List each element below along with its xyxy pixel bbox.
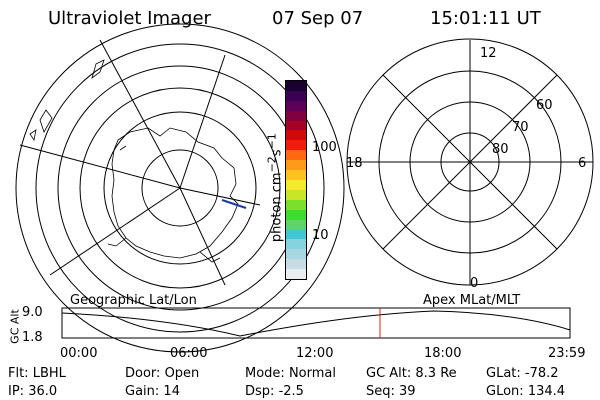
colorbar-segment [286,209,306,220]
flt-status: Flt: LBHL [8,366,66,381]
colorbar-segment [286,150,306,161]
colorbar [285,80,307,280]
colorbar-segment [286,259,306,270]
colorbar-segment [286,229,306,240]
altitude-plot [61,307,571,339]
colorbar-segment [286,269,306,279]
x-tick-2359: 23:59 [548,346,586,361]
colorbar-tick-10: 10 [312,228,329,243]
colorbar-segment [286,110,306,121]
apex-caption: Apex MLat/MLT [423,293,521,308]
mlt-label-12: 12 [480,46,497,61]
glat-status: GLat: -78.2 [486,366,559,381]
colorbar-segment [286,249,306,260]
colorbar-segment [286,120,306,131]
x-tick-1200: 12:00 [296,346,334,361]
mlat-label-80: 80 [492,142,509,157]
mlat-label-70: 70 [512,120,529,135]
x-tick-1800: 18:00 [424,346,462,361]
colorbar-segment [286,100,306,111]
date-label: 07 Sep 07 [272,8,364,29]
colorbar-segment [286,199,306,210]
altitude-y-top: 9.0 [22,305,43,320]
geo-caption: Geographic Lat/Lon [70,293,197,308]
x-tick-0600: 06:00 [170,346,208,361]
apex-polar-plot [346,38,594,286]
seq-status: Seq: 39 [366,384,416,399]
mlt-label-0: 0 [470,276,479,291]
colorbar-segment [286,219,306,230]
colorbar-segment [286,189,306,200]
gcalt-status: GC Alt: 8.3 Re [366,366,457,381]
mlt-label-18: 18 [346,156,363,171]
mlt-label-6: 6 [578,156,587,171]
x-tick-0000: 00:00 [60,346,98,361]
mode-status: Mode: Normal [245,366,336,381]
mlat-label-60: 60 [536,98,553,113]
instrument-title: Ultraviolet Imager [48,8,211,29]
colorbar-segment [286,140,306,151]
door-status: Door: Open [125,366,200,381]
time-label: 15:01:11 UT [430,8,541,29]
colorbar-segment [286,80,306,91]
colorbar-tick-100: 100 [312,140,337,155]
colorbar-segment [286,130,306,141]
colorbar-segment [286,170,306,180]
colorbar-segment [286,90,306,101]
altitude-ylabel: GC Alt [8,309,22,344]
glon-status: GLon: 134.4 [486,384,566,399]
ip-status: IP: 36.0 [8,384,58,399]
colorbar-segment [286,239,306,250]
geographic-map [15,23,345,353]
dsp-status: Dsp: -2.5 [245,384,304,399]
colorbar-segment [286,160,306,171]
gain-status: Gain: 14 [125,384,180,399]
altitude-y-bottom: 1.8 [22,330,43,345]
colorbar-unit: photon cm−2s−1 [265,133,285,243]
colorbar-segment [286,179,306,190]
